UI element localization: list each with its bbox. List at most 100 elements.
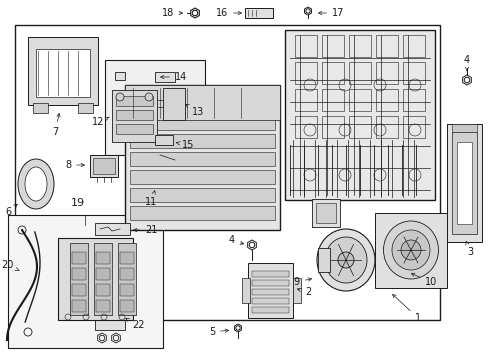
Bar <box>456 142 471 224</box>
Text: 18: 18 <box>162 8 182 18</box>
Bar <box>115 72 125 80</box>
Text: 7: 7 <box>52 113 60 137</box>
Bar <box>130 188 274 202</box>
Bar <box>451 124 476 132</box>
Text: 17: 17 <box>318 8 344 18</box>
Ellipse shape <box>391 230 429 270</box>
Bar <box>244 8 272 18</box>
Bar <box>33 103 48 113</box>
Ellipse shape <box>18 159 54 209</box>
Bar <box>36 49 90 97</box>
Bar <box>402 62 424 84</box>
Bar <box>155 135 173 145</box>
Text: 4: 4 <box>228 235 243 245</box>
Bar <box>95 223 130 235</box>
Bar <box>374 213 446 288</box>
Text: 12: 12 <box>91 117 109 127</box>
Text: 22: 22 <box>125 318 144 330</box>
Bar <box>120 284 134 296</box>
Bar <box>8 215 163 348</box>
Bar <box>311 199 339 227</box>
Ellipse shape <box>325 237 366 283</box>
Bar <box>125 85 280 120</box>
Bar <box>70 243 88 315</box>
Text: 20: 20 <box>1 260 19 271</box>
Bar <box>93 158 115 174</box>
Bar <box>321 89 343 111</box>
Text: 8: 8 <box>65 160 84 170</box>
Bar <box>94 243 112 315</box>
Text: 1: 1 <box>392 294 420 323</box>
Bar <box>294 89 316 111</box>
Bar <box>90 155 118 177</box>
Text: 13: 13 <box>185 104 204 117</box>
Bar <box>315 203 335 223</box>
Bar <box>375 116 397 138</box>
Text: 10: 10 <box>410 273 436 287</box>
Bar <box>96 252 110 264</box>
Bar <box>251 307 288 313</box>
Bar <box>321 62 343 84</box>
Bar <box>116 124 153 134</box>
Bar <box>451 132 476 234</box>
Bar <box>130 98 274 112</box>
Bar <box>155 72 175 82</box>
Bar <box>375 89 397 111</box>
Bar <box>294 116 316 138</box>
Bar <box>58 238 133 320</box>
Bar <box>402 35 424 57</box>
Bar <box>130 170 274 184</box>
Bar <box>321 116 343 138</box>
Bar <box>294 62 316 84</box>
Bar <box>251 298 288 304</box>
Bar <box>130 134 274 148</box>
Bar <box>292 278 301 303</box>
Bar <box>105 60 204 155</box>
Bar <box>96 268 110 280</box>
Circle shape <box>116 93 124 101</box>
Bar <box>120 268 134 280</box>
Bar <box>130 116 274 130</box>
Bar <box>118 243 136 315</box>
Bar <box>317 248 329 272</box>
Bar <box>78 103 93 113</box>
Ellipse shape <box>383 221 438 279</box>
Bar <box>96 300 110 312</box>
Text: 19: 19 <box>71 198 85 208</box>
Circle shape <box>145 93 153 101</box>
Bar <box>375 35 397 57</box>
Bar <box>72 300 86 312</box>
Bar <box>72 268 86 280</box>
Bar <box>96 284 110 296</box>
Bar <box>125 85 280 230</box>
Bar <box>251 280 288 286</box>
Text: 21: 21 <box>133 225 157 235</box>
Bar <box>247 263 292 318</box>
Bar <box>321 35 343 57</box>
Bar <box>28 37 98 105</box>
Bar <box>446 124 481 242</box>
Ellipse shape <box>316 229 374 291</box>
Bar <box>116 96 153 106</box>
Text: 16: 16 <box>215 8 241 18</box>
Bar <box>402 89 424 111</box>
Bar <box>375 62 397 84</box>
Bar <box>116 110 153 120</box>
Circle shape <box>337 252 353 268</box>
Ellipse shape <box>25 167 47 201</box>
Bar <box>112 90 157 142</box>
Bar <box>120 300 134 312</box>
Bar <box>348 35 370 57</box>
Bar <box>130 206 274 220</box>
Bar <box>348 116 370 138</box>
Text: 15: 15 <box>176 140 194 150</box>
Bar <box>251 289 288 295</box>
Bar <box>120 252 134 264</box>
Text: 4: 4 <box>463 55 469 71</box>
Bar <box>242 278 249 303</box>
Text: 9: 9 <box>293 277 311 287</box>
Text: 3: 3 <box>465 241 472 257</box>
Text: 11: 11 <box>145 191 157 207</box>
Bar <box>285 30 434 200</box>
Bar <box>95 308 125 330</box>
